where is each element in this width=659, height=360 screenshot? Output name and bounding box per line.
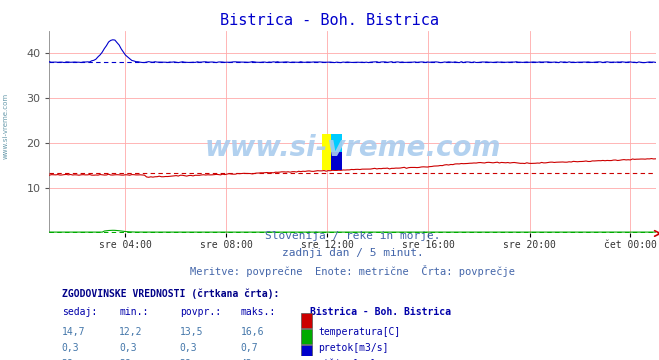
Text: Meritve: povprečne  Enote: metrične  Črta: povprečje: Meritve: povprečne Enote: metrične Črta:… bbox=[190, 265, 515, 278]
Text: povpr.:: povpr.: bbox=[180, 307, 221, 317]
Text: 0,3: 0,3 bbox=[180, 343, 198, 353]
Text: ZGODOVINSKE VREDNOSTI (črtkana črta):: ZGODOVINSKE VREDNOSTI (črtkana črta): bbox=[61, 289, 279, 299]
Text: 0,3: 0,3 bbox=[119, 343, 137, 353]
Text: Bistrica - Boh. Bistrica: Bistrica - Boh. Bistrica bbox=[220, 13, 439, 28]
Text: 0,3: 0,3 bbox=[61, 343, 79, 353]
Bar bbox=[322, 134, 331, 170]
Text: Bistrica - Boh. Bistrica: Bistrica - Boh. Bistrica bbox=[310, 307, 451, 317]
Text: temperatura[C]: temperatura[C] bbox=[318, 327, 400, 337]
Text: sedaj:: sedaj: bbox=[61, 307, 97, 317]
Text: 38: 38 bbox=[119, 359, 131, 360]
Text: 13,5: 13,5 bbox=[180, 327, 203, 337]
Text: Slovenija / reke in morje.: Slovenija / reke in morje. bbox=[265, 231, 440, 241]
Text: 38: 38 bbox=[180, 359, 192, 360]
Text: 38: 38 bbox=[61, 359, 73, 360]
Text: min.:: min.: bbox=[119, 307, 148, 317]
Bar bbox=[301, 313, 312, 328]
Text: www.si-vreme.com: www.si-vreme.com bbox=[204, 134, 501, 162]
Text: 43: 43 bbox=[241, 359, 252, 360]
Bar bbox=[301, 329, 312, 344]
Bar bbox=[331, 134, 343, 152]
Text: 0,7: 0,7 bbox=[241, 343, 258, 353]
Text: 16,6: 16,6 bbox=[241, 327, 264, 337]
Text: višina[cm]: višina[cm] bbox=[318, 359, 377, 360]
Text: pretok[m3/s]: pretok[m3/s] bbox=[318, 343, 389, 353]
Bar bbox=[301, 345, 312, 360]
Text: zadnji dan / 5 minut.: zadnji dan / 5 minut. bbox=[281, 248, 424, 258]
Bar bbox=[331, 152, 343, 170]
Text: 14,7: 14,7 bbox=[61, 327, 85, 337]
Text: maks.:: maks.: bbox=[241, 307, 275, 317]
Text: www.si-vreme.com: www.si-vreme.com bbox=[2, 93, 9, 159]
Text: 12,2: 12,2 bbox=[119, 327, 142, 337]
